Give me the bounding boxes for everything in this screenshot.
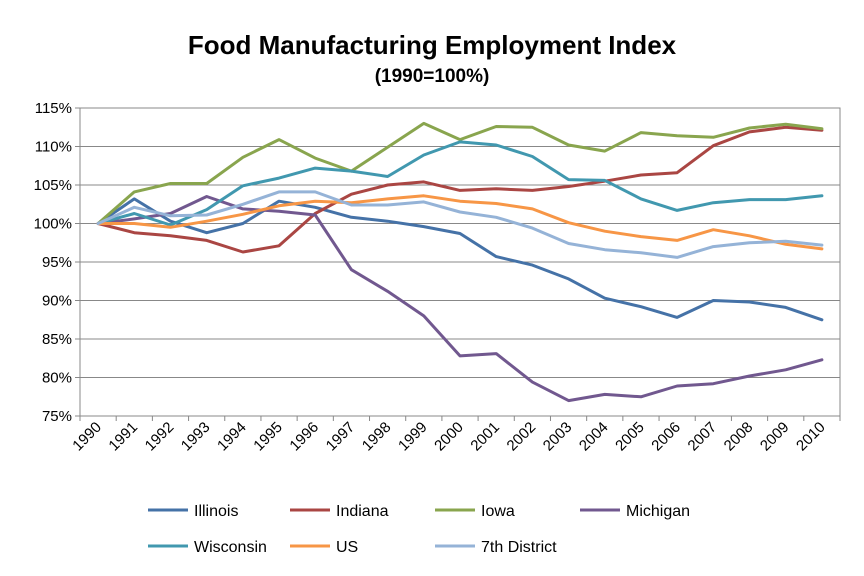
legend-label: US xyxy=(336,539,358,556)
x-tick-label: 1992 xyxy=(142,419,178,455)
x-tick-label: 1999 xyxy=(395,419,431,455)
x-tick-label: 2001 xyxy=(467,419,503,455)
series-line-7th-district xyxy=(96,190,824,259)
x-tick-label: 2006 xyxy=(648,419,684,455)
y-tick-label: 105% xyxy=(34,177,72,194)
y-tick-label: 95% xyxy=(42,254,72,271)
x-tick-label: 1996 xyxy=(286,419,322,455)
x-tick-label: 2010 xyxy=(793,419,829,455)
x-tick-label: 2008 xyxy=(721,419,757,455)
series-line-iowa xyxy=(96,121,824,225)
series-line-wisconsin xyxy=(96,140,824,227)
x-tick-label: 2004 xyxy=(576,419,612,455)
legend-label: Michigan xyxy=(626,503,690,520)
series-line-us xyxy=(96,194,824,251)
y-tick-label: 85% xyxy=(42,331,72,348)
y-tick-label: 80% xyxy=(42,370,72,387)
y-tick-label: 75% xyxy=(42,408,72,425)
x-tick-label: 2009 xyxy=(757,419,793,455)
x-tick-label: 1995 xyxy=(250,419,286,455)
legend-label: Wisconsin xyxy=(194,539,267,556)
x-tick-label: 1993 xyxy=(178,419,214,455)
legend-label: Iowa xyxy=(481,503,515,520)
y-tick-label: 115% xyxy=(35,100,72,117)
x-tick-label: 2007 xyxy=(685,419,721,455)
x-tick-label: 1990 xyxy=(69,419,105,455)
y-tick-label: 90% xyxy=(42,293,72,310)
chart-title: Food Manufacturing Employment Index xyxy=(187,30,677,60)
series-line-indiana xyxy=(96,125,824,254)
chart-subtitle: (1990=100%) xyxy=(374,66,490,87)
x-tick-label: 2005 xyxy=(612,419,648,455)
x-tick-label: 1991 xyxy=(105,419,141,455)
legend-label: 7th District xyxy=(481,539,557,556)
x-tick-label: 1998 xyxy=(359,419,395,455)
x-tick-label: 1994 xyxy=(214,419,250,455)
y-tick-label: 100% xyxy=(34,216,72,233)
y-tick-label: 110% xyxy=(35,139,72,156)
legend-label: Illinois xyxy=(194,503,238,520)
x-tick-label: 2002 xyxy=(504,419,540,455)
x-tick-label: 2003 xyxy=(540,419,576,455)
x-tick-label: 1997 xyxy=(323,419,359,455)
series-line-illinois xyxy=(96,197,824,322)
series-line-michigan xyxy=(96,195,824,403)
x-tick-label: 2000 xyxy=(431,419,467,455)
legend-label: Indiana xyxy=(336,503,389,520)
